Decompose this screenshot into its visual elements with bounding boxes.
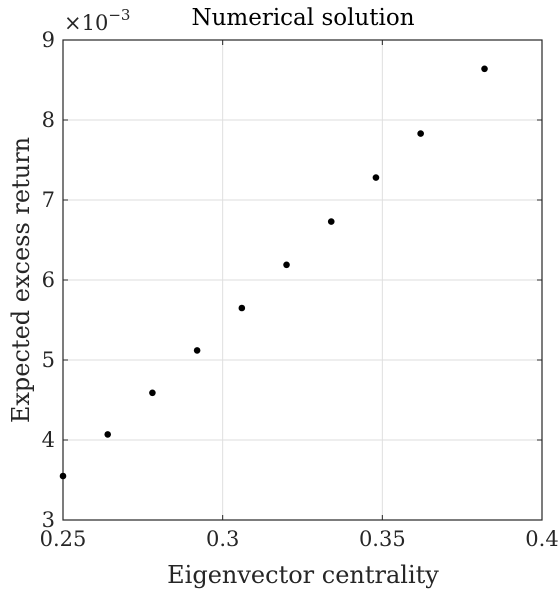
y-tick-label: 3 (42, 508, 55, 532)
y-tick-label: 4 (42, 428, 55, 452)
y-axis-label: Expected excess return (7, 137, 35, 423)
x-tick-label: 0.35 (359, 527, 406, 551)
data-point (327, 218, 335, 225)
y-tick-label: 5 (42, 348, 55, 372)
y-axis-exponent-power: −3 (108, 6, 130, 24)
data-point (481, 65, 488, 73)
y-axis-exponent: ×10−3 (64, 6, 130, 35)
y-axis-exponent-base: ×10 (64, 11, 108, 35)
data-point (149, 389, 156, 397)
x-tick-label: 0.25 (40, 527, 87, 551)
y-tick-label: 6 (42, 268, 55, 292)
data-point (283, 261, 290, 269)
grid (62, 39, 543, 521)
data-point (238, 304, 246, 312)
x-tick-label: 0.3 (206, 527, 239, 551)
chart-title: Numerical solution (191, 5, 414, 31)
x-tick-label: 0.4 (525, 527, 558, 551)
data-point (59, 472, 67, 480)
ticks: 0.25 0.3 0.35 0.4 3 4 5 6 7 8 9 (40, 28, 559, 551)
data-point (104, 431, 112, 438)
y-tick-label: 9 (42, 28, 55, 52)
x-axis-label: Eigenvector centrality (167, 561, 439, 589)
data-point (417, 130, 424, 137)
y-tick-label: 7 (42, 188, 55, 212)
data-point (372, 174, 380, 181)
data-point (193, 347, 201, 354)
data-points (59, 65, 488, 480)
y-tick-label: 8 (42, 108, 55, 132)
